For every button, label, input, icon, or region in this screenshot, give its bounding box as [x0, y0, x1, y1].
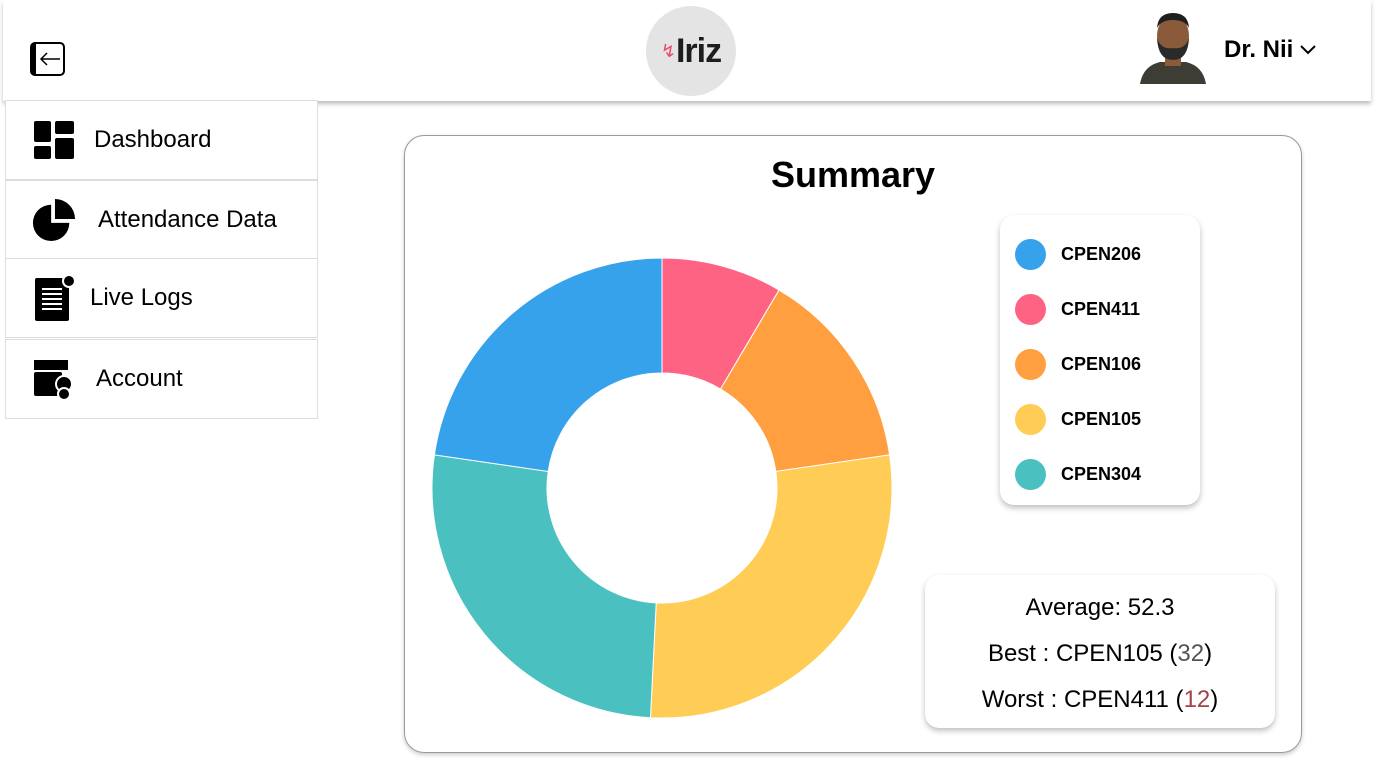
logo-mark-icon: ↯	[660, 40, 676, 61]
legend-label: CPEN411	[1061, 299, 1141, 319]
pie-chart-icon	[32, 198, 76, 242]
average-text: Average: 52.3	[1025, 594, 1175, 621]
dashboard-icon	[32, 118, 76, 162]
legend-item[interactable]: CPEN206	[1000, 227, 1200, 282]
sidebar-item-account[interactable]: Account	[5, 339, 318, 419]
legend-item[interactable]: CPEN106	[1000, 337, 1200, 392]
legend-swatch	[1015, 239, 1046, 270]
legend-swatch	[1015, 294, 1046, 325]
chevron-down-icon	[1300, 45, 1317, 55]
back-button[interactable]	[30, 42, 65, 76]
stats-box: Average: 52.3 Best : CPEN105 (32) Worst …	[925, 575, 1275, 728]
best-label: Best : CPEN105 (	[987, 640, 1178, 667]
best-text: Best : CPEN105 (32)	[925, 631, 1275, 677]
chart-legend: CPEN206 CPEN411 CPEN106 CPEN105 CPEN304	[1000, 215, 1200, 505]
logo-text: Iriz	[675, 31, 722, 70]
sidebar-item-attendance-data[interactable]: Attendance Data	[5, 180, 318, 260]
best-value: 32	[1177, 640, 1205, 667]
legend-label: CPEN304	[1061, 464, 1142, 484]
wallet-icon	[32, 357, 76, 401]
sidebar-item-label: Dashboard	[94, 126, 212, 153]
legend-swatch	[1015, 349, 1046, 380]
paren: )	[1204, 640, 1213, 667]
sidebar-item-label: Attendance Data	[98, 206, 277, 233]
worst-label: Worst : CPEN411 (	[981, 686, 1184, 713]
user-name: Dr. Nii	[1224, 36, 1294, 63]
legend-label: CPEN106	[1061, 354, 1142, 374]
donut-slice-cpen106[interactable]	[719, 289, 891, 473]
sidebar-item-dashboard[interactable]: Dashboard	[5, 100, 318, 180]
legend-item[interactable]: CPEN411	[1000, 282, 1200, 337]
legend-swatch	[1015, 404, 1046, 435]
donut-slice-cpen105[interactable]	[649, 454, 893, 719]
legend-item[interactable]: CPEN105	[1000, 392, 1200, 447]
top-bar: ↯ Iriz Dr. Nii	[3, 0, 1371, 101]
summary-title: Summary	[770, 154, 936, 195]
legend-swatch	[1015, 459, 1046, 490]
legend-label: CPEN206	[1061, 244, 1142, 264]
sidebar-item-label: Account	[96, 365, 183, 392]
legend-item[interactable]: CPEN304	[1000, 447, 1200, 502]
sidebar-item-label: Live Logs	[90, 284, 193, 311]
logo[interactable]: ↯ Iriz	[646, 6, 736, 96]
avatar[interactable]	[1138, 10, 1208, 90]
log-list-icon	[32, 275, 76, 321]
worst-text: Worst : CPEN411 (12)	[925, 677, 1275, 723]
donut-slice-cpen304[interactable]	[431, 454, 657, 719]
summary-card	[404, 135, 1302, 753]
worst-value: 12	[1183, 686, 1211, 713]
donut-slice-cpen206[interactable]	[433, 257, 663, 473]
legend-label: CPEN105	[1061, 409, 1142, 429]
arrow-left-icon	[39, 52, 60, 66]
user-menu[interactable]: Dr. Nii	[1224, 36, 1317, 64]
paren: )	[1210, 686, 1219, 713]
sidebar-item-live-logs[interactable]: Live Logs	[5, 258, 318, 338]
